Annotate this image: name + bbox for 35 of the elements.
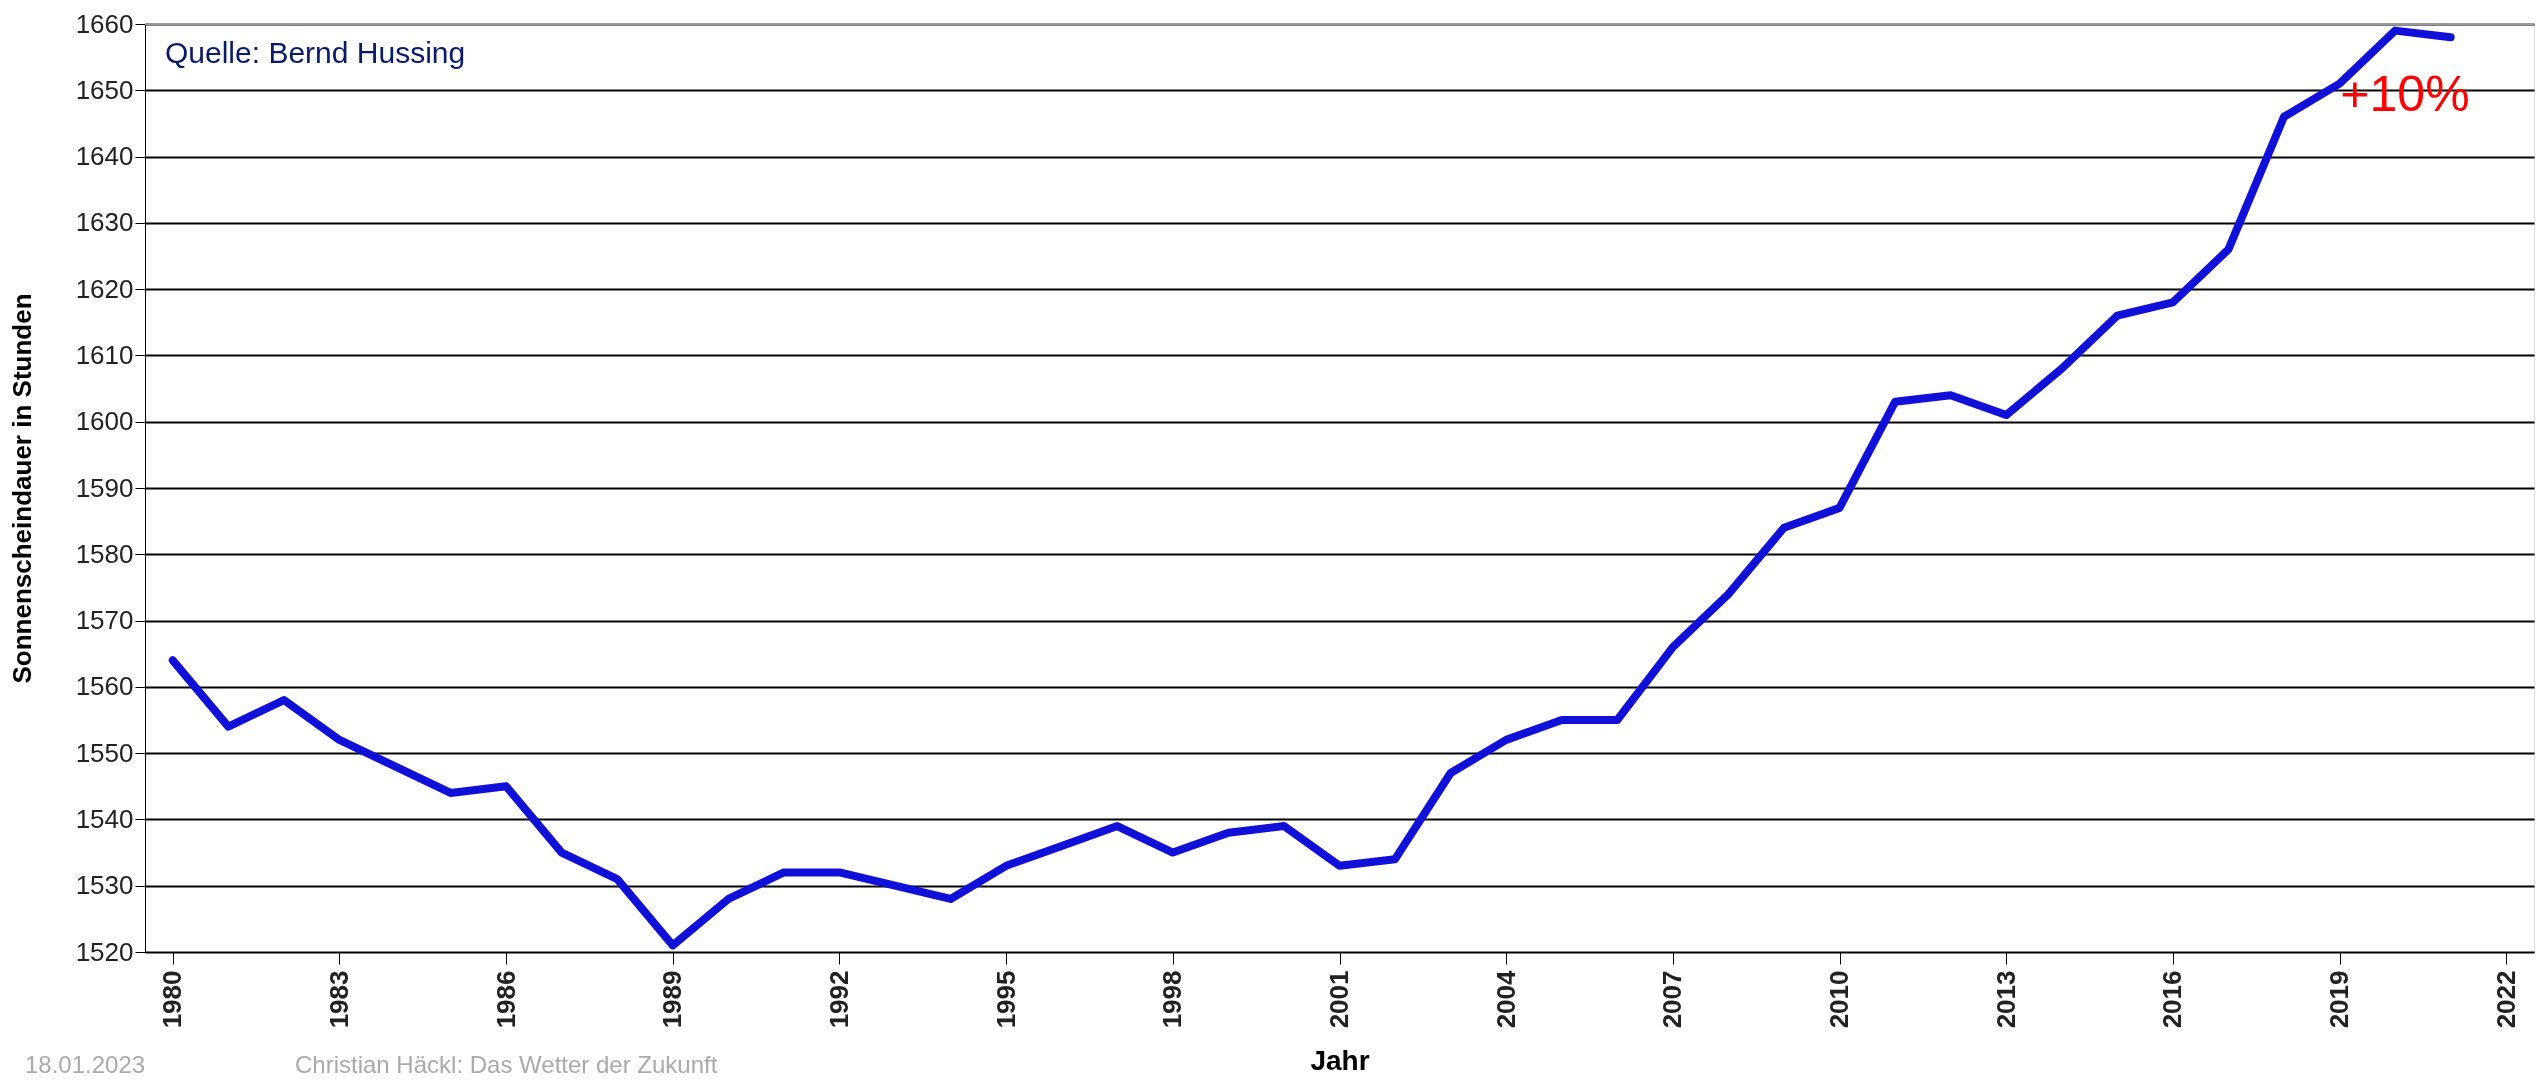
annotation: Quelle: Bernd Hussing (165, 36, 466, 69)
y-tick-label: 1610 (75, 339, 134, 370)
x-axis-title: Jahr (1310, 1045, 1370, 1077)
x-tick-label: 1989 (657, 970, 688, 1029)
y-tick-label: 1630 (75, 207, 134, 238)
x-tick-label: 2016 (2157, 970, 2188, 1029)
y-tick-label: 1590 (75, 472, 134, 503)
text: Christian Häckl: Das Wetter der Zukunft (295, 1051, 718, 1078)
x-tick-label: 2007 (1657, 970, 1688, 1029)
x-tick-label: 2010 (1824, 970, 1855, 1029)
text: 18.01.2023 (25, 1051, 146, 1078)
y-tick-label: 1520 (75, 936, 134, 967)
x-tick-label: 1980 (157, 970, 188, 1029)
y-tick-label: 1560 (75, 671, 134, 702)
x-tick-label: 2019 (2324, 970, 2355, 1029)
x-tick-label: 1983 (323, 970, 354, 1029)
x-tick-label: 2022 (2490, 970, 2521, 1029)
x-tick-label: 1992 (823, 970, 854, 1029)
x-tick-label: 2001 (1324, 970, 1354, 1029)
y-tick-label: 1640 (75, 141, 134, 172)
y-tick-label: 1530 (75, 870, 134, 901)
y-tick-label: 1650 (75, 74, 134, 105)
y-tick-label: 1550 (75, 737, 134, 768)
x-tick-label: 2004 (1490, 969, 1521, 1029)
y-tick-label: 1660 (75, 8, 134, 39)
y-tick-label: 1570 (75, 605, 134, 636)
y-tick-label: 1600 (75, 406, 134, 437)
x-tick-label: 1986 (490, 970, 521, 1029)
y-tick-label: 1540 (75, 803, 134, 834)
y-axis-title: Sonnenscheindauer in Stunden (6, 293, 37, 684)
x-tick-label: 1998 (1157, 970, 1188, 1029)
x-tick-label: 1995 (990, 970, 1021, 1029)
y-tick-label: 1580 (75, 538, 134, 569)
y-tick-label: 1620 (75, 273, 134, 304)
x-tick-label: 2013 (1990, 970, 2021, 1029)
